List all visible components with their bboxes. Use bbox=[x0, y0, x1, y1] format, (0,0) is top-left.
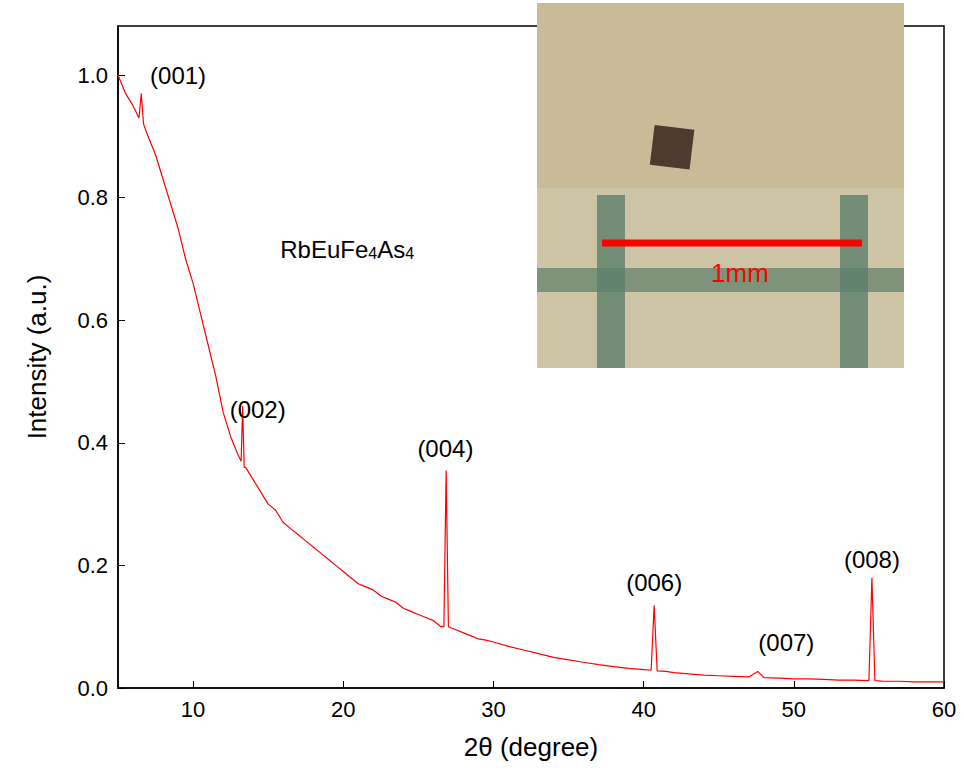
svg-text:1mm: 1mm bbox=[711, 258, 769, 288]
svg-text:(004): (004) bbox=[417, 435, 473, 462]
svg-text:40: 40 bbox=[631, 697, 655, 722]
svg-text:4: 4 bbox=[368, 245, 377, 262]
svg-text:30: 30 bbox=[481, 697, 505, 722]
svg-text:(006): (006) bbox=[626, 569, 682, 596]
svg-text:Intensity (a.u.): Intensity (a.u.) bbox=[22, 275, 52, 440]
svg-text:(002): (002) bbox=[230, 396, 286, 423]
svg-text:RbEuFe: RbEuFe bbox=[280, 236, 368, 263]
svg-text:(007): (007) bbox=[758, 629, 814, 656]
svg-text:0.6: 0.6 bbox=[77, 308, 108, 333]
svg-text:2θ (degree): 2θ (degree) bbox=[464, 732, 598, 762]
svg-text:50: 50 bbox=[782, 697, 806, 722]
svg-text:4: 4 bbox=[405, 245, 414, 262]
svg-text:60: 60 bbox=[932, 697, 956, 722]
svg-text:20: 20 bbox=[331, 697, 355, 722]
svg-text:0.2: 0.2 bbox=[77, 553, 108, 578]
svg-text:(008): (008) bbox=[844, 546, 900, 573]
svg-text:As: As bbox=[377, 236, 405, 263]
svg-text:(001): (001) bbox=[150, 62, 206, 89]
svg-text:0.4: 0.4 bbox=[77, 430, 108, 455]
svg-text:1.0: 1.0 bbox=[77, 63, 108, 88]
svg-text:10: 10 bbox=[181, 697, 205, 722]
svg-text:0.0: 0.0 bbox=[77, 676, 108, 701]
svg-text:0.8: 0.8 bbox=[77, 185, 108, 210]
